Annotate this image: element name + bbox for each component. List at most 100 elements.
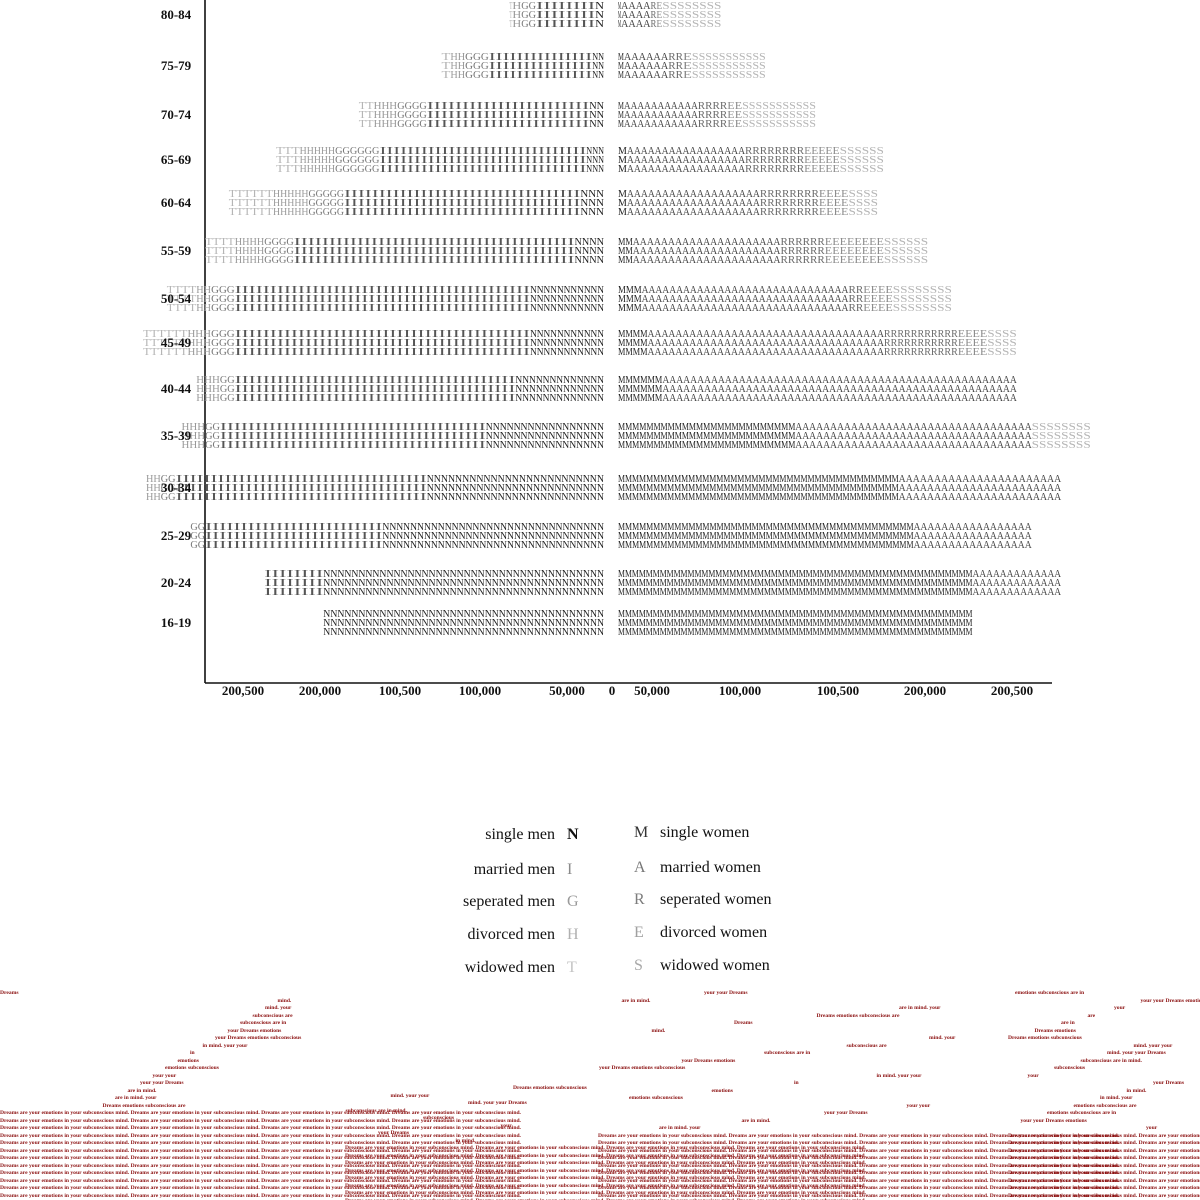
dream-line: Dreams are your emotions in your subcons… [598,1177,1119,1184]
women-married-bar-45-49: AAAAAAAAAAAAAAAAAAAAAAAAAAAAAAAAAA [648,346,884,358]
dream-line: your your Dreams [704,990,748,996]
dream-line: Dreams are your emotions in your subcons… [0,1117,521,1124]
men-divorced-bar-65-69: HHHHH [300,163,336,175]
dream-line: subconscious [1054,1065,1086,1071]
dream-line: Dreams are your emotions in your subcons… [0,1162,521,1169]
dream-line: your Dreams [1153,1080,1185,1086]
age-label-70-74: 70-74 [161,107,192,122]
dream-line: Dreams are your emotions in your subcons… [1008,1185,1200,1191]
men-married-bar-75-79: IIIIIIIIIIIIIII [489,51,593,63]
legend-label-divorced-men: divorced men [467,926,555,943]
men-separated-bar-60-64: GGGGG [309,206,345,218]
women-divorced-bar-75-79: E [683,51,692,63]
women-widowed-bar-35-39: SSSSSSSS [1032,439,1091,451]
dream-line: Dreams are your emotions in your subcons… [0,1185,521,1191]
men-married-bar-30-34: IIIIIIIIIIIIIIIIIIIIIIIIIIIIIIIIIIII [176,473,428,485]
men-single-bar-55-59: NNNN [575,245,605,257]
women-single-bar-35-39: MMMMMMMMMMMMMMMMMMMMMMMMM [618,421,795,433]
dream-line: mind. [277,997,292,1004]
men-single-bar-70-74: NN [589,118,604,130]
men-single-bar-75-79: NN [592,51,604,63]
women-single-bar-50-54: MMM [618,293,642,305]
men-widowed-bar-75-79: T [441,60,450,72]
men-widowed-bar-60-64: TTTTTT [229,197,274,209]
dream-line: Dreams are your emotions in your subcons… [598,1155,1119,1161]
men-single-bar-35-39: NNNNNNNNNNNNNNNNN [486,430,604,442]
dream-line: your Dreams emotions subconscious [599,1065,686,1071]
men-separated-bar-60-64: GGGGG [309,188,345,200]
women-single-bar-60-64: M [618,188,627,200]
men-single-bar-60-64: NNN [580,188,604,200]
women-widowed-bar-80-84: SSSSSSSS [662,0,721,12]
age-label-40-44: 40-44 [161,381,192,396]
dream-line: Dreams are your emotions in your subcons… [598,1140,1119,1146]
men-married-bar-25-29: IIIIIIIIIIIIIIIIIIIIIIIII [205,521,383,533]
age-label-20-24: 20-24 [161,575,192,590]
men-widowed-bar-65-69: TTT [276,145,300,157]
men-single-bar-75-79: NN [592,69,604,81]
women-divorced-bar-80-84: E [656,18,662,30]
women-single-bar-35-39: MMMMMMMMMMMMMMMMMMMMMMMMM [618,430,795,442]
men-divorced-bar-55-59: HHHH [235,236,265,248]
men-separated-bar-75-79: GGG [465,60,489,72]
women-divorced-bar-60-64: EEEE [819,197,849,209]
men-single-bar-20-24: NNNNNNNNNNNNNNNNNNNNNNNNNNNNNNNNNNNNNNNN [323,586,604,598]
dream-line: Dreams are your emotions in your subcons… [598,1192,1119,1199]
men-separated-bar-75-79: GGG [465,69,489,81]
dream-line: Dreams are your emotions in your subcons… [345,1175,866,1181]
dream-line: your your Dreams emotions [1020,1117,1087,1124]
men-divorced-bar-80-84: H [512,9,521,21]
dream-line: Dreams are your emotions in your subcons… [0,1192,521,1199]
men-married-bar-40-44: IIIIIIIIIIIIIIIIIIIIIIIIIIIIIIIIIIIIIIII [235,383,516,395]
men-divorced-bar-30-34: HH [146,482,161,494]
x-tick-10: 200,500 [991,683,1033,698]
men-divorced-bar-65-69: HHHHH [300,154,336,166]
women-single-bar-16-19: MMMMMMMMMMMMMMMMMMMMMMMMMMMMMMMMMMMMMMMM… [618,608,973,620]
men-single-bar-65-69: NNN [586,163,604,175]
women-single-bar-70-74: M [618,109,624,121]
men-separated-bar-50-54: GGG [211,302,235,314]
women-separated-bar-75-79: RR [668,60,683,72]
dream-line: Dreams emotions subconscious [513,1085,587,1091]
men-single-bar-40-44: NNNNNNNNNNNNN [515,392,604,404]
women-widowed-bar-80-84: SSSSSSSS [662,18,721,30]
women-separated-bar-45-49: RRRRRRRRRRR [884,328,958,340]
women-married-bar-65-69: AAAAAAAAAAAAAAAAA [627,154,745,166]
dream-line: Dreams are your emotions in your subcons… [0,1140,521,1146]
women-married-bar-80-84: AAAA [621,18,651,30]
women-widowed-bar-75-79: SSSSSSSSSSS [692,60,766,72]
women-separated-bar-60-64: RRRRRRRR [760,197,820,209]
men-widowed-bar-50-54: TTTT [167,284,197,296]
men-single-bar-50-54: NNNNNNNNNNN [530,293,604,305]
men-married-bar-65-69: IIIIIIIIIIIIIIIIIIIIIIIIIIIIII [379,154,586,166]
dream-line: your [1027,1072,1039,1079]
women-married-bar-45-49: AAAAAAAAAAAAAAAAAAAAAAAAAAAAAAAAAA [648,337,884,349]
legend-label-seperated-men: seperated men [463,893,555,910]
men-married-bar-55-59: IIIIIIIIIIIIIIIIIIIIIIIIIIIIIIIIIIIIIIII [294,245,575,257]
legend-label-widowed-men: widowed men [464,959,555,976]
legend-glyph-E: E [634,924,644,941]
men-married-bar-45-49: IIIIIIIIIIIIIIIIIIIIIIIIIIIIIIIIIIIIIIII… [235,346,531,358]
dream-line: Dreams are your emotions in your subcons… [1008,1177,1200,1184]
men-separated-bar-75-79: GGG [465,51,489,63]
age-label-60-64: 60-64 [161,195,192,210]
men-married-bar-35-39: IIIIIIIIIIIIIIIIIIIIIIIIIIIIIIIIIIIIII [220,430,487,442]
men-single-bar-20-24: NNNNNNNNNNNNNNNNNNNNNNNNNNNNNNNNNNNNNNNN [323,568,604,580]
age-label-50-54: 50-54 [161,291,192,306]
women-widowed-bar-55-59: SSSSSS [884,236,928,248]
women-married-bar-20-24: AAAAAAAAAAAAA [973,586,1062,598]
men-single-bar-30-34: NNNNNNNNNNNNNNNNNNNNNNNNN [427,482,604,494]
women-single-bar-75-79: M [618,60,624,72]
men-separated-bar-80-84: GG [521,0,536,12]
women-single-bar-20-24: MMMMMMMMMMMMMMMMMMMMMMMMMMMMMMMMMMMMMMMM… [618,577,973,589]
men-single-bar-25-29: NNNNNNNNNNNNNNNNNNNNNNNNNNNNNNNN [382,521,604,533]
men-single-bar-40-44: NNNNNNNNNNNNN [515,374,604,386]
men-married-bar-25-29: IIIIIIIIIIIIIIIIIIIIIIIII [205,539,383,551]
dream-line: Dreams [0,990,19,996]
men-married-bar-50-54: IIIIIIIIIIIIIIIIIIIIIIIIIIIIIIIIIIIIIIII… [235,293,531,305]
women-married-bar-30-34: AAAAAAAAAAAAAAAAAAAAAAA [899,491,1062,503]
dream-line: subconscious are in mind. [1080,1057,1142,1064]
men-married-bar-40-44: IIIIIIIIIIIIIIIIIIIIIIIIIIIIIIIIIIIIIIII [235,392,516,404]
legend-label-divorced-women: divorced women [660,924,768,941]
dream-line: Dreams emotions subconscious are [102,1102,186,1109]
